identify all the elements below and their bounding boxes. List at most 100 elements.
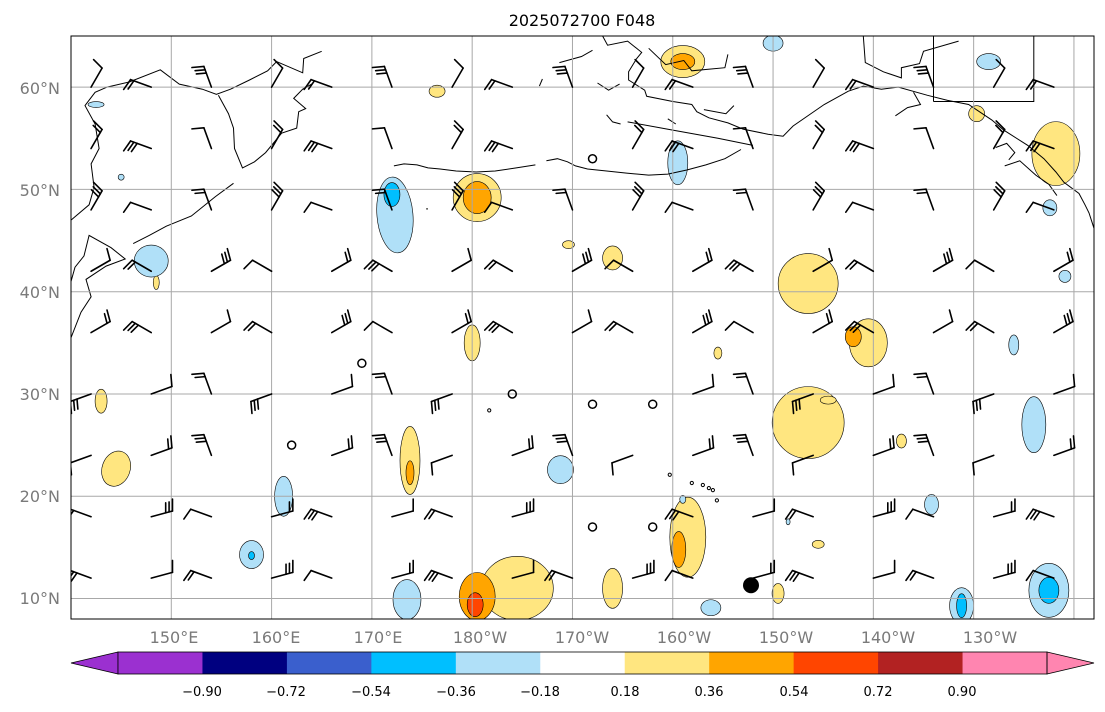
wind-barb [812, 181, 825, 211]
wind-barb [752, 559, 776, 579]
barb-flag [183, 569, 192, 582]
barb-flag [889, 438, 892, 450]
barb-flag [948, 309, 954, 323]
barb-flag [672, 510, 680, 521]
wind-barb [631, 559, 655, 579]
barb-flag [948, 247, 954, 262]
barb-flag [943, 253, 948, 265]
wind-barb [992, 559, 1016, 579]
calm-wind-circle [587, 153, 598, 164]
barb-flag [664, 78, 673, 91]
barb-flag [72, 399, 76, 412]
calm-wind-circle [647, 522, 658, 532]
calm-wind-circle [587, 399, 598, 409]
positive-anomaly [1031, 121, 1081, 186]
positive-anomaly [811, 540, 825, 549]
barb-flag [122, 78, 132, 91]
barb-flag [363, 320, 374, 331]
wind-barb [1025, 78, 1055, 91]
barb-flag [453, 124, 463, 134]
barb-flag [256, 398, 260, 410]
barb-flag [724, 259, 735, 270]
barb-flag [122, 320, 133, 331]
barb-flag [191, 127, 205, 130]
barb-flag [995, 124, 1004, 134]
colorbar-segment [793, 652, 879, 674]
wind-barb [210, 247, 232, 273]
coastline [1004, 160, 1058, 196]
barb-flag [965, 320, 976, 331]
barb-flag [814, 186, 824, 195]
wind-barb [90, 181, 103, 211]
barb-flag [555, 68, 567, 72]
barb-flag [913, 433, 927, 437]
island [667, 472, 672, 477]
barb-flag [453, 120, 464, 131]
positive-anomaly [428, 84, 446, 98]
wind-barb [724, 259, 754, 273]
island [714, 498, 719, 503]
wind-barb [992, 181, 1006, 211]
wind-barb [913, 433, 935, 457]
wind-barb [552, 433, 574, 457]
barb-flag [170, 373, 173, 388]
barb-flag [194, 437, 206, 440]
wind-barb [965, 259, 995, 273]
map-frame [70, 35, 1095, 620]
barb-flag [917, 72, 930, 75]
wind-barb [330, 309, 352, 334]
barb-flag [849, 141, 857, 152]
colorbar-label: −0.36 [436, 685, 476, 700]
barb-flag [995, 120, 1006, 131]
barb-flag [548, 570, 556, 581]
barb-flag [852, 324, 862, 334]
barb-flag [430, 400, 434, 415]
barb-staff [203, 127, 213, 150]
wind-barb [183, 569, 213, 582]
barb-staff [611, 454, 634, 464]
wind-barb [363, 320, 393, 334]
barb-flag [784, 508, 794, 520]
negative-anomaly [1008, 334, 1020, 356]
barb-staff [71, 454, 92, 464]
barb-flag [611, 462, 614, 476]
barb-flag [307, 80, 316, 90]
barb-flag [483, 201, 493, 213]
wind-barb [1053, 247, 1074, 273]
barb-flag [527, 438, 531, 450]
barb-flag [965, 259, 976, 270]
positive-anomaly [405, 460, 415, 486]
barb-staff [571, 320, 593, 334]
wind-barb [270, 559, 294, 579]
coastline [627, 121, 754, 146]
wind-barb [451, 58, 464, 88]
barb-flag [995, 186, 1004, 195]
barb-flag [92, 124, 102, 134]
barb-staff [612, 259, 634, 273]
wind-barb [752, 498, 776, 518]
barb-flag [852, 142, 861, 153]
coastline [71, 50, 322, 221]
longitude-labels: 150°E 160°E 170°E 180°W 170°W 160°W 150°… [150, 628, 1018, 647]
barb-flag [374, 437, 387, 440]
wind-barb [732, 433, 754, 457]
barb-flag [243, 259, 254, 270]
barb-flag [634, 124, 643, 134]
barb-flag [92, 181, 103, 192]
barb-staff [671, 569, 694, 579]
barb-flag [311, 142, 319, 153]
barb-flag [789, 509, 797, 520]
wind-barb [483, 320, 514, 334]
barb-flag [183, 508, 192, 520]
lon-label-160W: 160°W [657, 628, 712, 647]
wind-barb [483, 78, 514, 91]
wind-barb [692, 373, 715, 395]
storm-center-marker [742, 577, 759, 594]
barb-flag [1025, 569, 1035, 582]
barb-staff [383, 127, 393, 150]
barb-flag [791, 462, 795, 476]
wind-barb [303, 569, 333, 582]
negative-anomaly [924, 494, 939, 515]
colorbar-label: −0.18 [520, 685, 560, 700]
wind-barb [250, 393, 273, 415]
